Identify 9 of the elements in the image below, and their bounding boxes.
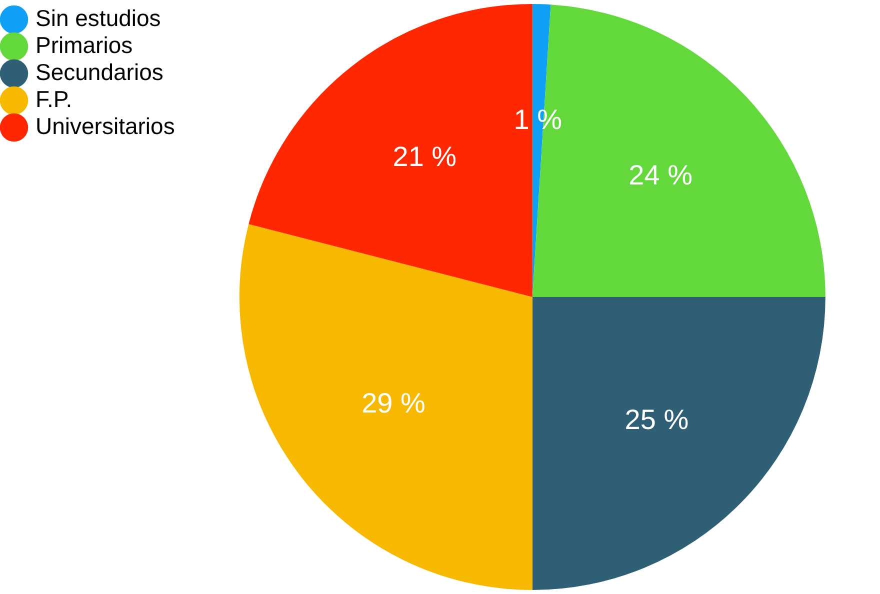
legend-label: Primarios bbox=[36, 32, 133, 58]
data-label: 24 % bbox=[628, 159, 692, 190]
data-label: 25 % bbox=[624, 404, 689, 436]
data-label: 21 % bbox=[392, 140, 457, 172]
legend-label: Secundarios bbox=[36, 58, 164, 85]
legend-label: Sin estudios bbox=[36, 4, 161, 31]
data-label: 29 % bbox=[362, 387, 426, 418]
legend-label: Universitarios bbox=[36, 112, 175, 139]
legend-label: F.P. bbox=[36, 86, 72, 112]
